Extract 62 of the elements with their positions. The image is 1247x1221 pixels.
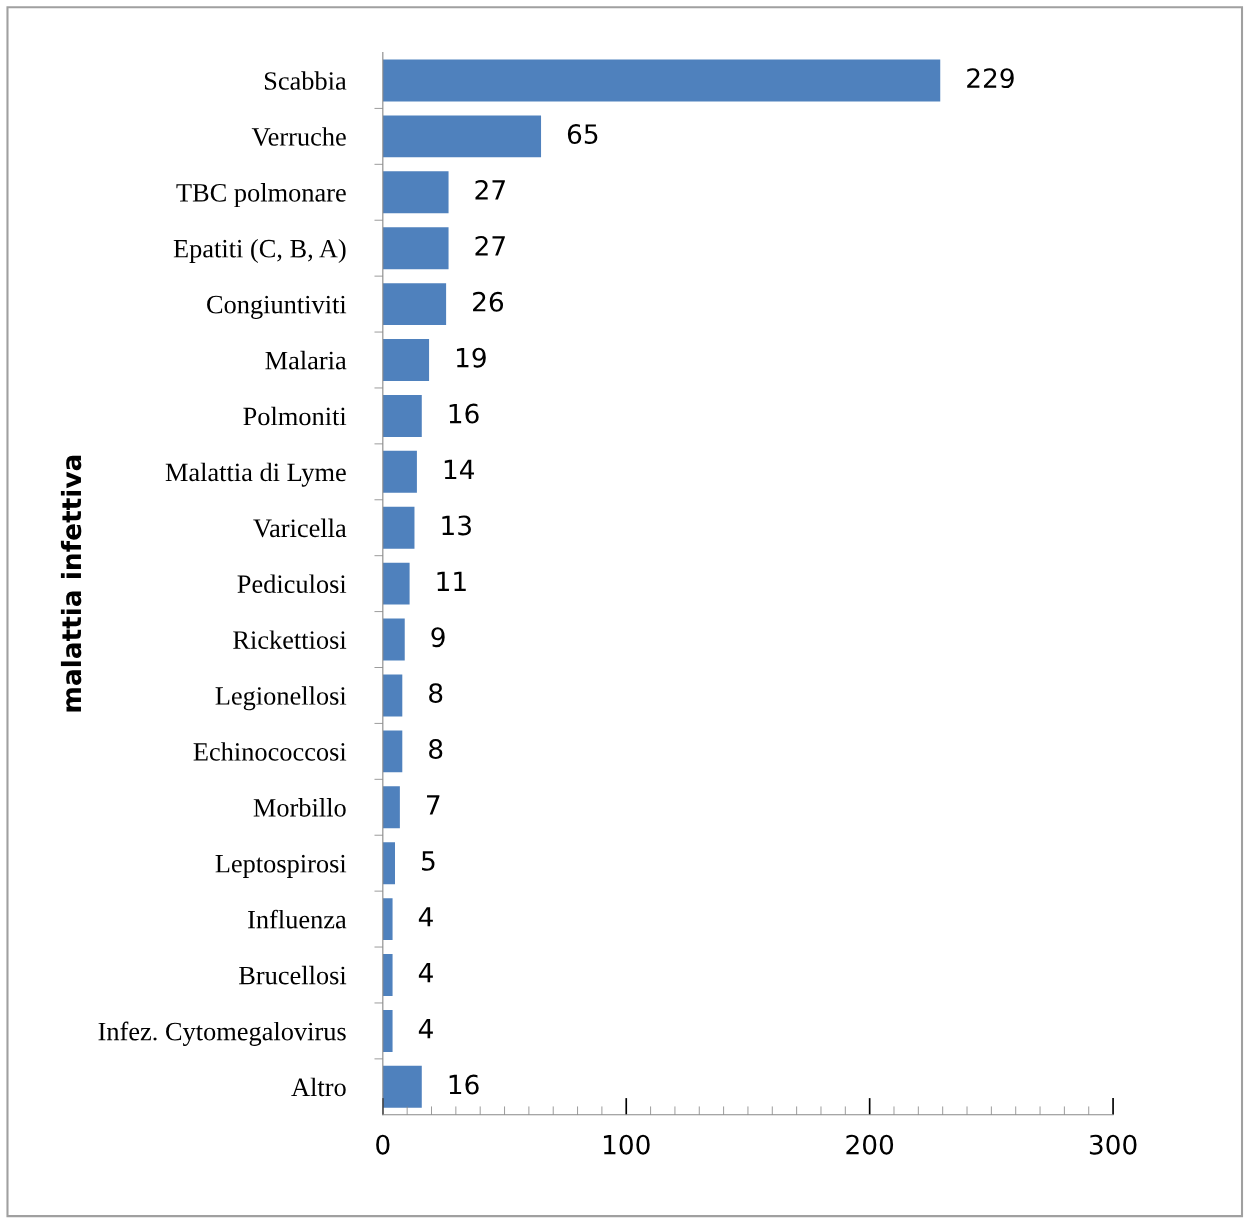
y-tick-label: Echinococcosi <box>193 742 347 761</box>
y-tick-label: Malaria <box>265 350 347 370</box>
y-tick-label: Legionellosi <box>215 686 347 711</box>
data-label: 13 <box>442 515 471 536</box>
bar <box>382 954 393 996</box>
bar <box>382 59 941 102</box>
x-tick-label: 0 <box>376 1134 390 1155</box>
y-tick-label: Leptospirosi <box>215 854 347 878</box>
bar <box>382 618 405 661</box>
bar <box>382 115 542 158</box>
data-label: 8 <box>429 739 443 760</box>
bar <box>382 339 430 381</box>
y-tick-label: Pediculosi <box>237 574 347 594</box>
data-label: 26 <box>473 291 504 312</box>
data-label: 4 <box>418 963 433 983</box>
data-label: 27 <box>475 235 505 256</box>
bar <box>382 674 403 717</box>
bar <box>382 730 403 773</box>
y-tick-label: Altro <box>291 1077 346 1097</box>
y-axis-title: malattia infettiva <box>60 455 82 712</box>
data-label: 19 <box>456 347 486 368</box>
y-tick-label: Congiuntiviti <box>207 295 347 319</box>
bar <box>382 898 393 941</box>
bar <box>382 283 447 326</box>
bar <box>382 842 395 885</box>
y-tick-label: Infez. Cytomegalovirus <box>98 1021 346 1046</box>
bar <box>382 1065 422 1108</box>
data-label: 5 <box>422 851 435 871</box>
x-tick-label: 300 <box>1089 1134 1137 1155</box>
bar <box>382 506 415 549</box>
bar <box>382 562 410 605</box>
data-label: 7 <box>427 795 440 815</box>
data-label: 9 <box>431 627 445 648</box>
bar <box>382 450 417 493</box>
data-label: 65 <box>567 124 598 145</box>
data-label: 229 <box>967 68 1014 89</box>
bar <box>382 394 422 437</box>
x-tick-label: 200 <box>846 1134 894 1155</box>
data-label: 11 <box>437 571 466 591</box>
bar <box>382 171 449 214</box>
y-tick-label: Influenza <box>248 909 347 929</box>
y-tick-label: Morbillo <box>253 798 346 817</box>
data-label: 16 <box>449 1074 479 1095</box>
y-tick-label: Scabbia <box>264 71 347 90</box>
y-tick-label: TBC polmonare <box>176 183 346 208</box>
y-tick-label: Verruche <box>251 127 346 146</box>
data-label: 4 <box>418 1018 433 1039</box>
data-label: 14 <box>444 459 475 480</box>
bar <box>382 1009 393 1052</box>
y-tick-label: Varicella <box>253 518 347 538</box>
y-tick-label: Malattia di Lyme <box>165 462 346 487</box>
bar <box>382 227 449 270</box>
data-label: 27 <box>475 179 505 200</box>
y-tick-label: Brucellosi <box>239 965 347 985</box>
y-tick-label: Epatiti (C, B, A) <box>173 239 346 263</box>
y-tick-label: Rickettiosi <box>233 630 347 649</box>
x-tick-label: 100 <box>603 1134 650 1155</box>
data-label: 4 <box>418 907 433 927</box>
data-label: 8 <box>429 683 443 704</box>
bar <box>382 786 400 829</box>
y-tick-label: Polmoniti <box>243 406 347 426</box>
data-label: 16 <box>449 403 479 424</box>
